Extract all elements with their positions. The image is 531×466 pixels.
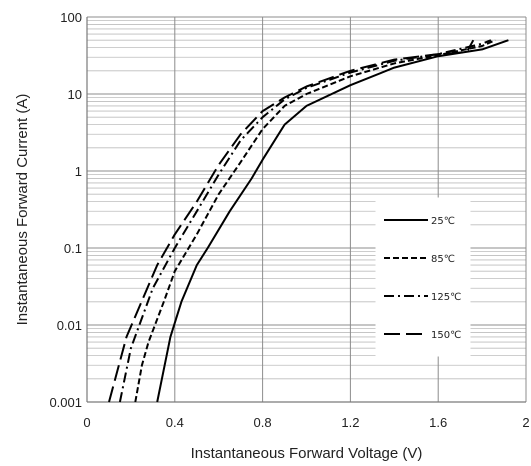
x-axis-title: Instantaneous Forward Voltage (V) bbox=[191, 445, 423, 462]
legend-label: 125℃ bbox=[431, 292, 461, 303]
x-tick-label: 0.4 bbox=[166, 415, 184, 430]
y-tick-label: 0.001 bbox=[49, 395, 82, 410]
x-tick-label: 0 bbox=[83, 415, 90, 430]
y-axis-title: Instantaneous Forward Current (A) bbox=[14, 94, 31, 326]
x-tick-label: 0.8 bbox=[254, 415, 272, 430]
y-tick-label: 0.1 bbox=[64, 241, 82, 256]
x-tick-label: 2 bbox=[522, 415, 529, 430]
legend-box bbox=[375, 197, 471, 357]
x-tick-label: 1.6 bbox=[429, 415, 447, 430]
legend-label: 150℃ bbox=[431, 330, 461, 341]
y-tick-label: 1 bbox=[75, 164, 82, 179]
y-tick-label: 100 bbox=[60, 10, 82, 25]
x-tick-label: 1.2 bbox=[341, 415, 359, 430]
series-line-1 bbox=[156, 39, 509, 403]
y-tick-label: 10 bbox=[68, 87, 82, 102]
series-line-2 bbox=[134, 39, 496, 403]
series-line-4 bbox=[108, 39, 475, 403]
legend-label: 85℃ bbox=[431, 254, 455, 265]
series-line-3 bbox=[118, 39, 492, 403]
y-tick-label: 0.01 bbox=[57, 318, 82, 333]
legend-label: 25℃ bbox=[431, 216, 455, 227]
